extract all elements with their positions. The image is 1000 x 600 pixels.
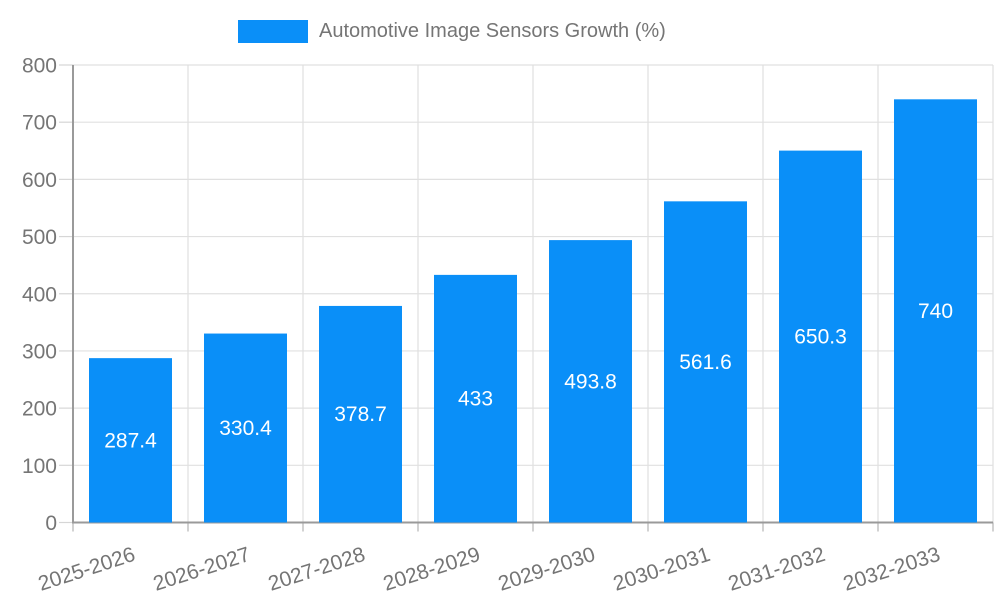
x-axis-tick-label: 2032-2033 — [840, 543, 943, 596]
x-axis-tick-label: 2026-2027 — [150, 543, 253, 596]
bar-2025-2026[interactable] — [89, 358, 172, 523]
bar-value-label: 287.4 — [104, 429, 157, 452]
bar-2028-2029[interactable] — [434, 274, 517, 523]
x-axis-tick-label: 2028-2029 — [380, 543, 483, 596]
bar-value-label: 650.3 — [794, 326, 847, 349]
y-axis-tick-label: 100 — [22, 455, 57, 478]
y-axis-tick-label: 600 — [22, 169, 57, 192]
bar-value-label: 378.7 — [334, 403, 387, 426]
x-axis-tick-label: 2029-2030 — [495, 543, 598, 596]
bar-2031-2032[interactable] — [779, 150, 862, 523]
legend-label: Automotive Image Sensors Growth (%) — [319, 20, 666, 42]
bar-2030-2031[interactable] — [664, 201, 747, 523]
bar-value-label: 433 — [458, 388, 493, 411]
y-axis-tick-label: 700 — [22, 112, 57, 135]
legend[interactable]: Automotive Image Sensors Growth (%) — [238, 20, 666, 43]
x-axis-tick-label: 2025-2026 — [35, 543, 138, 596]
legend-swatch-icon — [238, 20, 308, 43]
y-axis-tick-label: 400 — [22, 283, 57, 306]
bar-value-label: 330.4 — [219, 417, 272, 440]
y-axis-tick-label: 800 — [22, 55, 57, 78]
bar-value-label: 740 — [918, 300, 953, 323]
y-axis-tick-label: 300 — [22, 340, 57, 363]
y-axis-tick-label: 0 — [45, 512, 57, 535]
bar-2029-2030[interactable] — [549, 240, 632, 523]
x-axis-tick-label: 2031-2032 — [725, 543, 828, 596]
bar-value-label: 561.6 — [679, 351, 732, 374]
y-axis-tick-label: 500 — [22, 226, 57, 249]
y-axis-tick-label: 200 — [22, 398, 57, 421]
bar-2027-2028[interactable] — [319, 305, 402, 523]
bar-2026-2027[interactable] — [204, 333, 287, 523]
x-axis-tick-label: 2030-2031 — [610, 543, 713, 596]
bar-value-label: 493.8 — [564, 370, 617, 393]
x-axis-tick-label: 2027-2028 — [265, 543, 368, 596]
bar-2032-2033[interactable] — [894, 99, 977, 523]
